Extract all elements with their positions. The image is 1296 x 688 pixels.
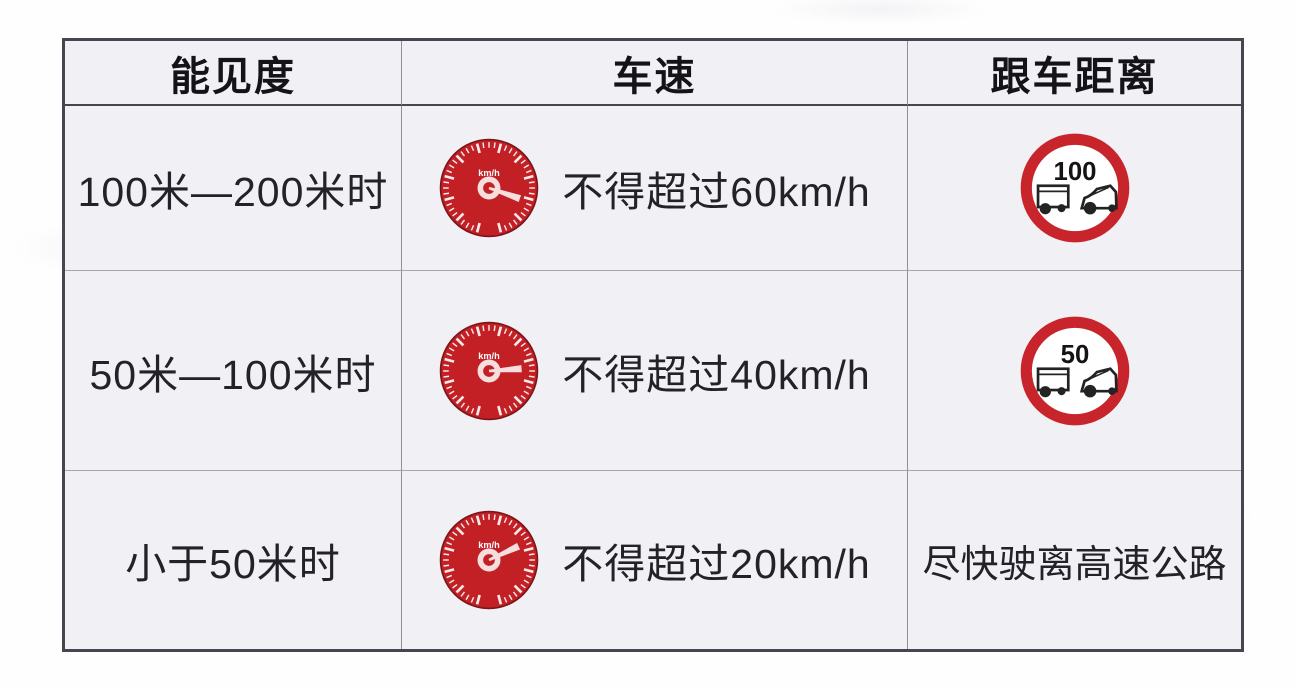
header-label: 车速 <box>612 54 697 99</box>
speedometer-icon: km/h <box>439 510 539 610</box>
speed-limit-text: 不得超过60km/h <box>562 169 871 215</box>
gauge-unit-label: km/h <box>479 350 501 360</box>
speedometer-icon: km/h <box>439 321 539 420</box>
truck-rear-glyph <box>1036 366 1070 397</box>
visibility-value: 50米—100米时 <box>89 351 377 398</box>
column-header-following-distance: 跟车距离 <box>907 41 1241 106</box>
car-front-glyph <box>1079 366 1118 397</box>
visibility-value: 100米—200米时 <box>77 169 389 215</box>
column-header-visibility: 能见度 <box>65 41 401 106</box>
table-row-1-distance: 100 <box>907 106 1241 270</box>
watermark-smudge <box>770 0 990 24</box>
gauge-unit-label: km/h <box>479 168 501 178</box>
table-row-2-visibility: 50米—100米时 <box>65 270 401 470</box>
leave-highway-text: 尽快驶离高速公路 <box>922 543 1227 586</box>
fog-driving-rules-table: 能见度 车速 跟车距离 100米—200米时 km/h 不得超过60km/h <box>62 38 1244 652</box>
speed-limit-text: 不得超过20km/h <box>562 541 871 587</box>
speedometer-icon: km/h <box>439 138 539 238</box>
visibility-value: 小于50米时 <box>125 541 341 587</box>
header-label: 能见度 <box>170 54 296 99</box>
sign-distance-value: 100 <box>1053 158 1096 186</box>
table-row-3-distance: 尽快驶离高速公路 <box>907 470 1241 649</box>
table-row-1-visibility: 100米—200米时 <box>65 106 401 270</box>
table-row-3-visibility: 小于50米时 <box>65 470 401 649</box>
header-label: 跟车距离 <box>990 54 1159 99</box>
table-row-2-distance: 50 <box>907 270 1241 470</box>
speed-limit-text: 不得超过40km/h <box>562 351 871 398</box>
car-front-glyph <box>1079 184 1118 215</box>
following-distance-sign-icon: 100 <box>1020 133 1129 243</box>
gauge-unit-label: km/h <box>479 540 501 550</box>
truck-rear-glyph <box>1036 184 1070 215</box>
table-row-1-speed: km/h 不得超过60km/h <box>401 106 907 270</box>
sign-distance-value: 50 <box>1060 341 1089 369</box>
following-distance-sign-icon: 50 <box>1020 316 1129 425</box>
table-row-2-speed: km/h 不得超过40km/h <box>401 270 907 470</box>
table-row-3-speed: km/h 不得超过20km/h <box>401 470 907 649</box>
column-header-speed: 车速 <box>401 41 907 106</box>
